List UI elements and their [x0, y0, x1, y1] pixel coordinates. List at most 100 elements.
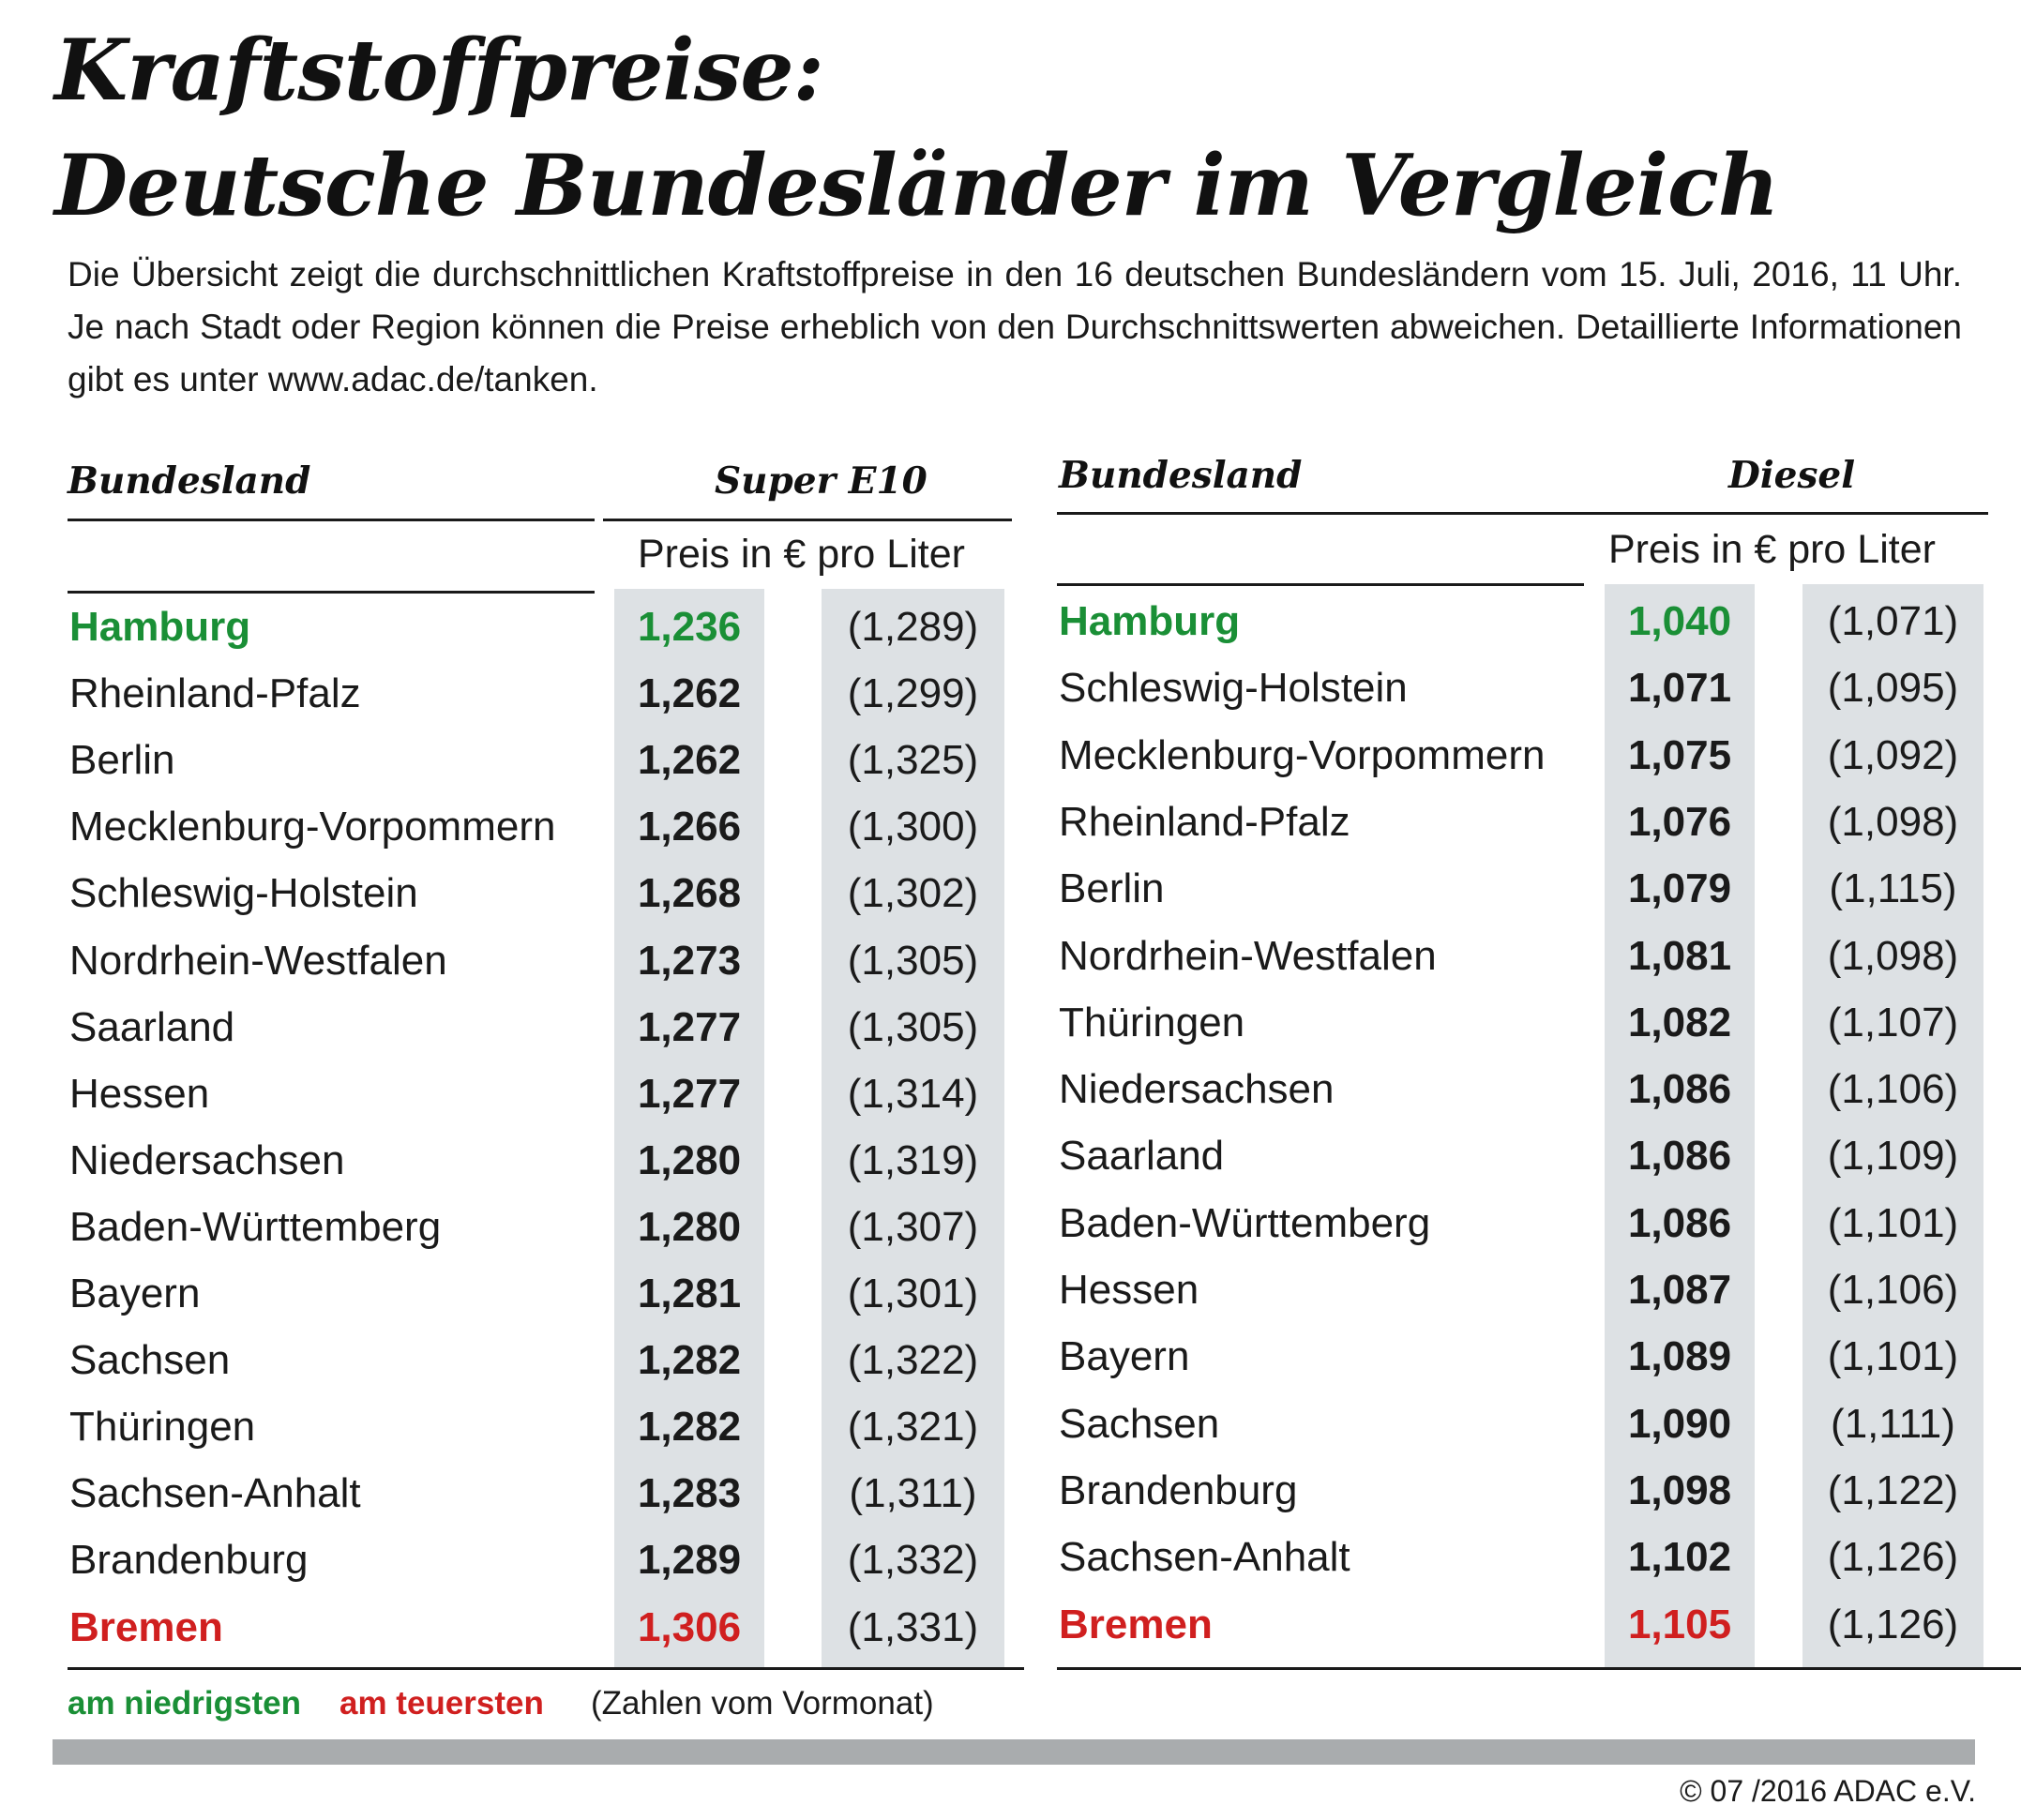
- legend-note: (Zahlen vom Vormonat): [591, 1685, 934, 1722]
- table-row: Hamburg 1,236 (1,289): [0, 594, 1032, 660]
- state-name: Hamburg: [1059, 598, 1241, 644]
- table-row: Thüringen 1,082 (1,107): [989, 990, 2021, 1056]
- state-name: Baden-Württemberg: [1059, 1199, 1431, 1246]
- fuel-column-header: Diesel: [1728, 454, 1856, 497]
- state-name: Bayern: [69, 1271, 201, 1316]
- state-name: Berlin: [69, 737, 175, 784]
- previous-month-price: (1,106): [1827, 1066, 1959, 1113]
- state-column-header: Bundesland: [1059, 454, 1303, 497]
- current-price: 1,090: [1627, 1400, 1732, 1447]
- table-row: Nordrhein-Westfalen 1,081 (1,098): [989, 924, 2021, 989]
- prev-column-shade: [1802, 584, 1983, 1667]
- table-row: Saarland 1,086 (1,109): [989, 1123, 2021, 1189]
- current-price: 1,081: [1627, 932, 1732, 979]
- header-rule-right: [1587, 512, 1988, 515]
- previous-month-price: (1,332): [847, 1537, 979, 1584]
- state-name: Niedersachsen: [69, 1136, 345, 1183]
- state-name: Schleswig-Holstein: [1059, 665, 1408, 712]
- super-e10-table: Bundesland Super E10 Preis in € pro Lite…: [0, 0, 1032, 1688]
- state-name: Bremen: [69, 1603, 223, 1650]
- bottom-rule: [1057, 1667, 2021, 1670]
- state-name: Sachsen: [1059, 1400, 1220, 1447]
- previous-month-price: (1,115): [1829, 865, 1957, 912]
- current-price: 1,273: [637, 937, 742, 984]
- current-price: 1,268: [637, 870, 742, 917]
- table-row: Sachsen-Anhalt 1,102 (1,126): [989, 1525, 2021, 1590]
- previous-month-price: (1,301): [847, 1271, 979, 1316]
- current-price: 1,040: [1627, 598, 1732, 644]
- previous-month-price: (1,311): [849, 1470, 977, 1517]
- previous-month-price: (1,109): [1827, 1133, 1959, 1180]
- header-rule-left: [1057, 512, 1587, 515]
- unit-label: Preis in € pro Liter: [638, 532, 965, 577]
- current-price: 1,277: [637, 1003, 742, 1050]
- table-row: Mecklenburg-Vorpommern 1,075 (1,092): [989, 723, 2021, 789]
- current-price: 1,105: [1627, 1601, 1732, 1647]
- table-row: Sachsen 1,282 (1,322): [0, 1328, 1032, 1393]
- current-price: 1,087: [1627, 1267, 1732, 1313]
- previous-month-price: (1,111): [1831, 1400, 1955, 1447]
- table-row: Mecklenburg-Vorpommern 1,266 (1,300): [0, 794, 1032, 860]
- table-row: Schleswig-Holstein 1,268 (1,302): [0, 861, 1032, 926]
- state-name: Sachsen: [69, 1337, 231, 1384]
- table-row: Hamburg 1,040 (1,071): [989, 589, 2021, 654]
- current-price: 1,306: [637, 1603, 742, 1650]
- state-name: Sachsen-Anhalt: [69, 1470, 361, 1517]
- table-row: Rheinland-Pfalz 1,076 (1,098): [989, 790, 2021, 855]
- current-price: 1,277: [637, 1070, 742, 1117]
- previous-month-price: (1,305): [847, 1003, 979, 1050]
- previous-month-price: (1,106): [1827, 1267, 1959, 1313]
- table-row: Sachsen 1,090 (1,111): [989, 1391, 2021, 1457]
- table-row: Bremen 1,306 (1,331): [0, 1595, 1032, 1661]
- current-price: 1,280: [637, 1203, 742, 1250]
- previous-month-price: (1,101): [1827, 1333, 1959, 1380]
- previous-month-price: (1,322): [847, 1337, 979, 1384]
- current-price: 1,283: [637, 1470, 742, 1517]
- current-price: 1,282: [637, 1337, 742, 1384]
- state-name: Baden-Württemberg: [69, 1203, 442, 1250]
- previous-month-price: (1,126): [1827, 1601, 1959, 1647]
- current-price: 1,281: [637, 1271, 742, 1316]
- state-name: Brandenburg: [69, 1537, 309, 1584]
- current-price: 1,086: [1627, 1066, 1732, 1113]
- current-price: 1,289: [637, 1537, 742, 1584]
- state-name: Schleswig-Holstein: [69, 870, 418, 917]
- current-price: 1,086: [1627, 1133, 1732, 1180]
- previous-month-price: (1,092): [1827, 731, 1959, 778]
- state-name: Brandenburg: [1059, 1467, 1298, 1513]
- previous-month-price: (1,300): [847, 804, 979, 850]
- previous-month-price: (1,098): [1827, 932, 1959, 979]
- table-row: Thüringen 1,282 (1,321): [0, 1394, 1032, 1460]
- current-price: 1,102: [1627, 1534, 1732, 1581]
- current-price: 1,082: [1627, 999, 1732, 1045]
- table-row: Bayern 1,089 (1,101): [989, 1324, 2021, 1390]
- table-row: Nordrhein-Westfalen 1,273 (1,305): [0, 928, 1032, 994]
- state-name: Saarland: [1059, 1133, 1225, 1180]
- state-name: Berlin: [1059, 865, 1165, 912]
- state-name: Saarland: [69, 1003, 235, 1050]
- current-price: 1,098: [1627, 1467, 1732, 1513]
- current-price: 1,236: [637, 604, 742, 650]
- price-column-shade: [1605, 584, 1755, 1667]
- table-row: Rheinland-Pfalz 1,262 (1,299): [0, 661, 1032, 727]
- table-row: Hessen 1,277 (1,314): [0, 1061, 1032, 1127]
- previous-month-price: (1,107): [1827, 999, 1959, 1045]
- table-row: Bremen 1,105 (1,126): [989, 1592, 2021, 1658]
- state-name: Thüringen: [69, 1404, 256, 1451]
- state-name: Bayern: [1059, 1333, 1190, 1380]
- current-price: 1,262: [637, 737, 742, 784]
- table-row: Bayern 1,281 (1,301): [0, 1261, 1032, 1327]
- table-row: Sachsen-Anhalt 1,283 (1,311): [0, 1461, 1032, 1527]
- previous-month-price: (1,098): [1827, 798, 1959, 845]
- current-price: 1,086: [1627, 1199, 1732, 1246]
- table-row: Saarland 1,277 (1,305): [0, 995, 1032, 1060]
- previous-month-price: (1,126): [1827, 1534, 1959, 1581]
- state-name: Nordrhein-Westfalen: [69, 937, 447, 984]
- state-name: Mecklenburg-Vorpommern: [1059, 731, 1546, 778]
- state-name: Niedersachsen: [1059, 1066, 1335, 1113]
- previous-month-price: (1,071): [1827, 598, 1959, 644]
- state-name: Rheinland-Pfalz: [69, 670, 361, 717]
- table-row: Berlin 1,079 (1,115): [989, 856, 2021, 922]
- legend-highest: am teuersten: [339, 1685, 544, 1722]
- subheader-rule: [1057, 583, 1584, 586]
